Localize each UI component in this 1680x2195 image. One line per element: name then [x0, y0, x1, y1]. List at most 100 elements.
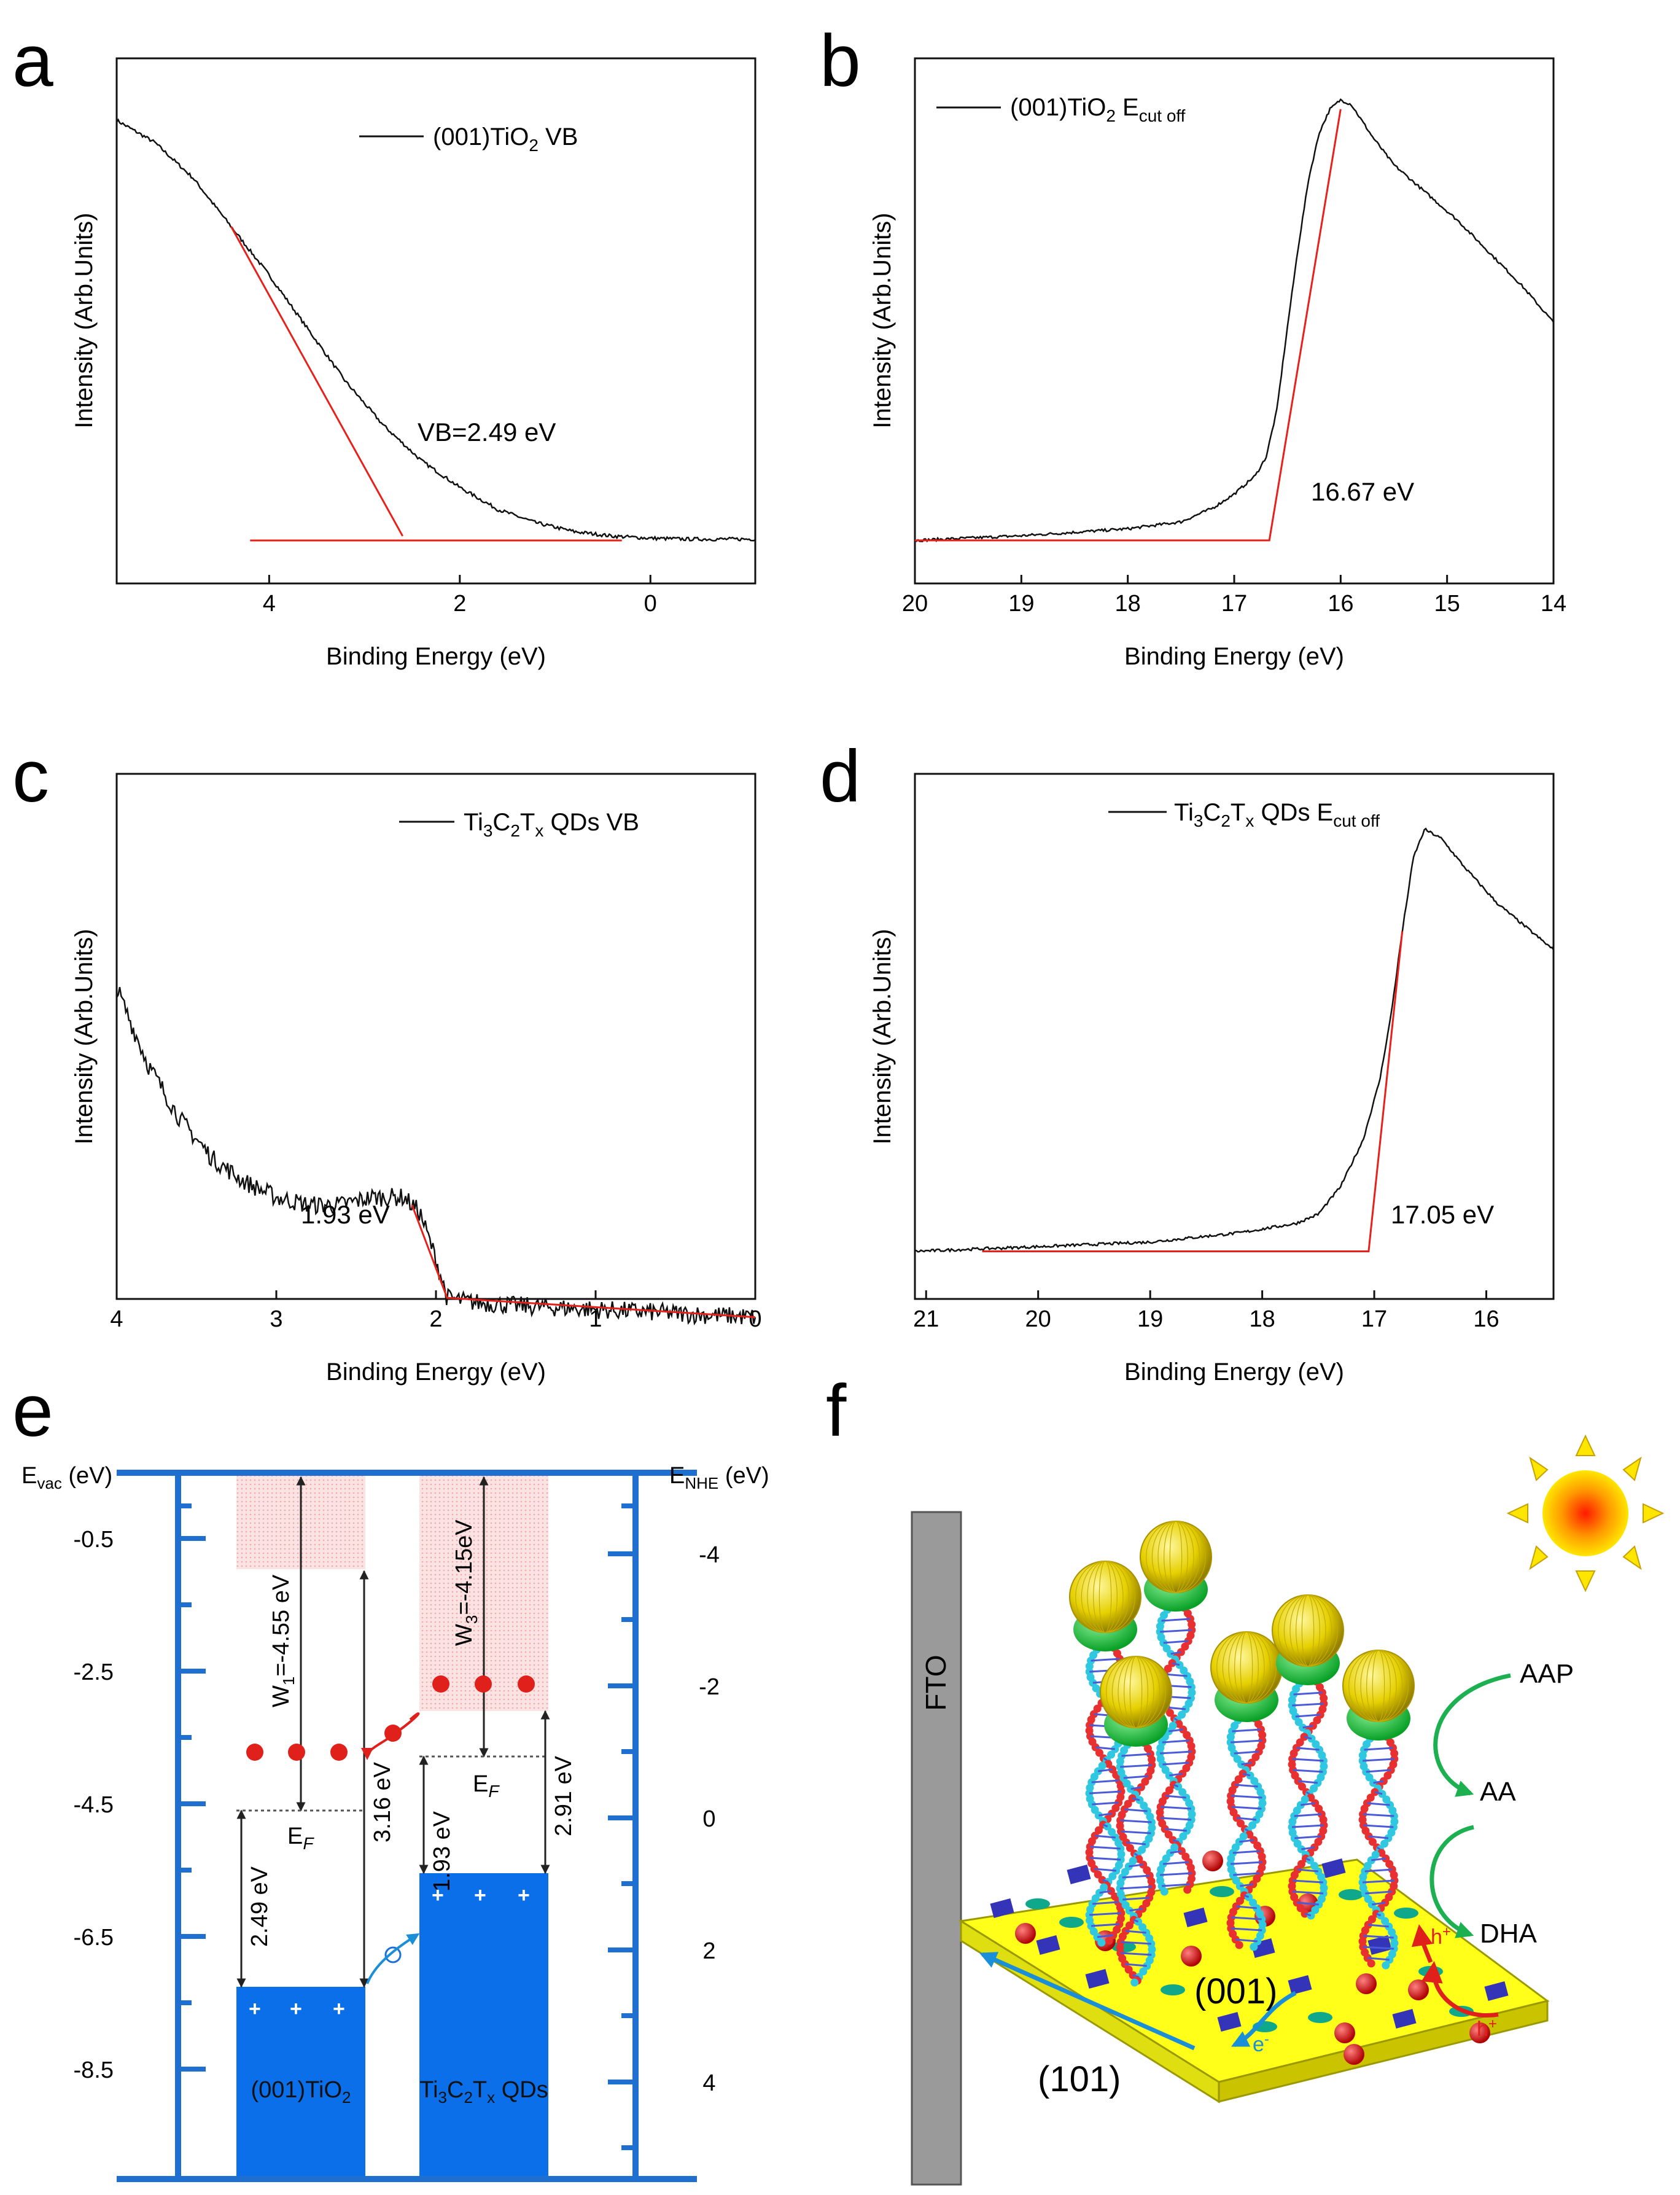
gap-label-cb: 3.16 eV — [370, 1761, 395, 1842]
x-tick-label: 2 — [429, 1306, 442, 1332]
legend-text: (001)TiO2 VB — [433, 123, 578, 155]
dna-rung — [1165, 1828, 1187, 1832]
dna-rung — [1231, 1795, 1262, 1799]
dna-rung — [1235, 1784, 1258, 1788]
data-curve — [115, 118, 756, 542]
dna-base — [1095, 1749, 1103, 1757]
svg-text:+: + — [518, 1884, 530, 1907]
dna-rung — [1294, 1835, 1321, 1839]
tio2-ef-label: EF — [287, 1823, 314, 1853]
dna-base — [1178, 1710, 1186, 1719]
dna-rung — [1297, 1780, 1318, 1784]
legend-text: (001)TiO2 Ecut off — [1010, 94, 1186, 125]
surface-decorations — [990, 1850, 1509, 2065]
dna-base — [1258, 1731, 1267, 1739]
plot-frame — [914, 57, 1555, 585]
dna-strand — [1140, 1521, 1212, 1896]
x-tick-label: 18 — [1115, 591, 1141, 617]
qd-label: Ti3C2Tx QDs — [419, 2077, 548, 2107]
panel-a: a 4 2 0 Binding Energy (eV) Intensity (Arb… — [12, 20, 756, 670]
x-tick-label: 21 — [913, 1306, 939, 1332]
right-tick-label: -2 — [699, 1674, 720, 1700]
aa-to-dha-arrow — [1429, 1825, 1474, 1938]
dna-rung — [1095, 1834, 1116, 1839]
dna-rung — [1363, 1824, 1394, 1828]
dna-strand — [1100, 1656, 1172, 1987]
dna-strand — [1272, 1594, 1344, 1920]
plot-frame — [115, 57, 756, 585]
right-tick-label: 2 — [702, 1938, 715, 1964]
dna-rung — [1292, 1758, 1324, 1762]
x-axis-label: Binding Energy (eV) — [326, 1359, 546, 1386]
dna-base — [1250, 1943, 1258, 1951]
dna-base — [1382, 1961, 1390, 1970]
dna-base — [1390, 1749, 1399, 1758]
x-axis-label: Binding Energy (eV) — [326, 643, 546, 670]
x-tick-label: 19 — [1137, 1306, 1163, 1332]
facet-001-label: (001) — [1194, 1971, 1277, 2011]
dna-base — [1100, 1883, 1108, 1892]
dna-rung — [1126, 1930, 1146, 1934]
hole-label-1: h+ — [1431, 1924, 1451, 1949]
left-tick-label: -8.5 — [74, 2057, 114, 2083]
dna-base — [1310, 1784, 1318, 1793]
dna-rung — [1241, 1761, 1252, 1766]
vb-annotation: VB=2.49 eV — [418, 418, 556, 446]
dna-rung — [1173, 1717, 1178, 1721]
dna-rung — [1159, 1872, 1192, 1876]
dna-rung — [1295, 1714, 1321, 1718]
dna-base — [1183, 1885, 1192, 1894]
dna-rung — [1098, 1768, 1113, 1772]
panel-letter: d — [820, 735, 861, 817]
dna-base — [1233, 1755, 1242, 1763]
dna-rung — [1297, 1901, 1319, 1906]
dna-rung — [1240, 1883, 1253, 1887]
dna-rung — [1301, 1802, 1315, 1806]
dna-rung — [1235, 1938, 1258, 1943]
dna-base — [1383, 1771, 1392, 1780]
dna-rung — [1231, 1806, 1262, 1810]
dna-base — [1297, 1782, 1306, 1791]
dna-rung — [1134, 1852, 1138, 1857]
dna-rung — [1120, 1764, 1152, 1768]
svg-text:+: + — [432, 1884, 444, 1907]
dna-rung — [1364, 1747, 1393, 1751]
plot-marks — [914, 98, 1555, 543]
svg-text:+: + — [249, 1997, 261, 2021]
dna-rung — [1160, 1817, 1192, 1821]
fto-electron-collection-arrow — [979, 1952, 1196, 2051]
x-tick-label: 18 — [1249, 1306, 1275, 1332]
dna-rung — [1129, 1863, 1143, 1868]
qd-holes: + + + — [432, 1884, 530, 1907]
dna-rung — [1365, 1890, 1392, 1895]
gold-meridian — [1106, 1656, 1166, 1728]
x-tick-label: 4 — [263, 591, 276, 617]
aap-to-aa-arrow — [1433, 1673, 1511, 1797]
dna-rung — [1236, 1905, 1257, 1909]
dna-base — [1301, 1795, 1309, 1804]
dna-rung — [1371, 1857, 1386, 1862]
panel-f: f FTO — [826, 1370, 1665, 2186]
dna-base — [1129, 1857, 1137, 1865]
dna-base — [1141, 1777, 1149, 1786]
dna-strand — [1342, 1650, 1415, 1970]
dna-rung — [1090, 1846, 1121, 1850]
svg-text:+: + — [333, 1997, 345, 2021]
x-tick-label: 15 — [1434, 591, 1460, 617]
tio2-label: (001)TiO2 — [251, 2077, 351, 2107]
gold-nanoparticle — [1210, 1631, 1283, 1704]
x-ticks: 21 20 19 18 17 16 — [913, 1290, 1499, 1332]
dna-rung — [1374, 1791, 1383, 1795]
right-tick-label: 4 — [702, 2070, 715, 2096]
tio2-electrons — [246, 1744, 348, 1761]
dna-rung — [1162, 1861, 1189, 1865]
panel-b: b 20 19 18 17 16 15 14 Binding Energy (eV) Int… — [820, 20, 1566, 670]
fit-line — [230, 226, 404, 537]
dna-rung — [1291, 1824, 1324, 1828]
dna-base — [1085, 1662, 1094, 1671]
dna-rung — [1230, 1861, 1263, 1865]
tio2-holes: + + + — [249, 1997, 345, 2021]
dna-base — [1164, 1830, 1173, 1839]
dna-rung — [1231, 1927, 1262, 1932]
